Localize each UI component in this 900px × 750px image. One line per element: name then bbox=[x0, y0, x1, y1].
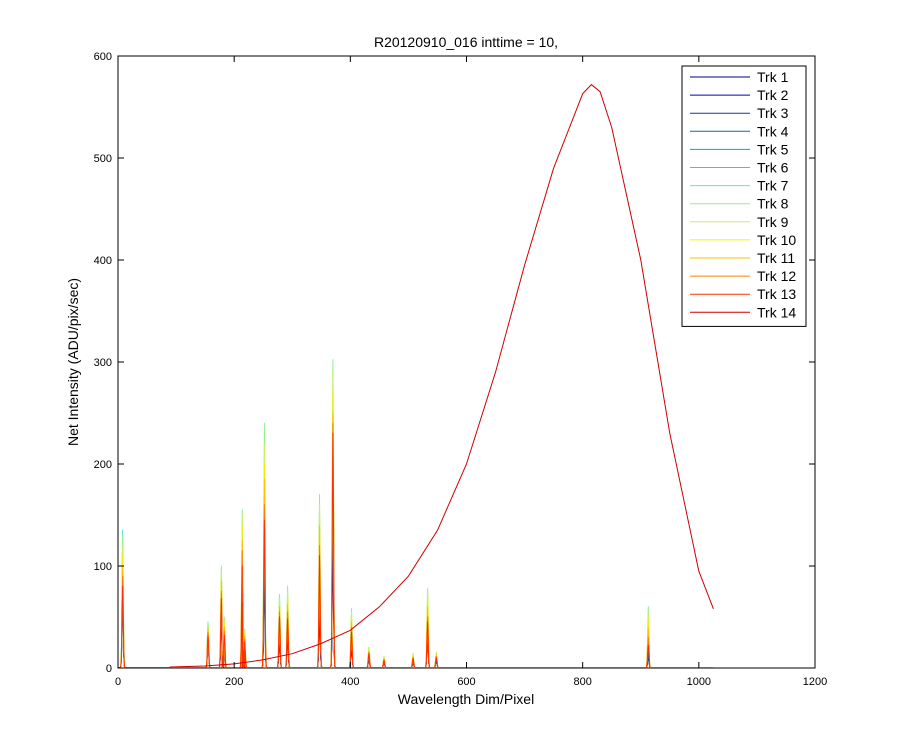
axis-ticks: 0 200 400 600 800 1000 1200 0 100 200 300 400 500 600 bbox=[94, 51, 828, 688]
x-tick-label: 400 bbox=[341, 676, 359, 688]
legend-entry: Trk 7 bbox=[757, 178, 789, 194]
series-line-trk-14 bbox=[118, 83, 714, 668]
y-tick-label: 0 bbox=[106, 663, 112, 675]
legend-entry: Trk 10 bbox=[757, 232, 796, 248]
chart-title: R20120910_016 inttime = 10, bbox=[374, 34, 558, 50]
y-tick-label: 100 bbox=[94, 561, 112, 573]
legend-box bbox=[681, 65, 807, 327]
legend-entry: Trk 12 bbox=[757, 268, 796, 284]
y-tick-label: 200 bbox=[94, 459, 112, 471]
legend-entry: Trk 4 bbox=[757, 123, 789, 139]
x-tick-label: 1000 bbox=[687, 676, 711, 688]
legend-entry: Trk 13 bbox=[757, 286, 796, 302]
y-tick-label: 300 bbox=[94, 357, 112, 369]
y-axis-label: Net Intensity (ADU/pix/sec) bbox=[65, 278, 81, 446]
legend-entry: Trk 9 bbox=[757, 214, 789, 230]
legend-entry: Trk 14 bbox=[757, 304, 796, 320]
legend-entry: Trk 8 bbox=[757, 196, 789, 212]
legend-entry: Trk 3 bbox=[757, 105, 789, 121]
legend-entry: Trk 1 bbox=[757, 69, 789, 85]
legend-entry: Trk 5 bbox=[757, 141, 789, 157]
x-tick-label: 200 bbox=[225, 676, 243, 688]
series-line-trk-13 bbox=[118, 432, 714, 668]
legend-entry: Trk 11 bbox=[757, 250, 795, 266]
x-tick-label: 600 bbox=[457, 676, 475, 688]
legend-entry: Trk 2 bbox=[757, 87, 789, 103]
x-tick-label: 1200 bbox=[803, 676, 827, 688]
legend: Trk 1 Trk 2 Trk 3 Trk 4 Trk 5 Trk 6 Trk 7 Trk 8… bbox=[681, 65, 807, 327]
x-axis-label: Wavelength Dim/Pixel bbox=[398, 691, 534, 707]
series-layer bbox=[118, 83, 714, 668]
x-tick-label: 0 bbox=[115, 676, 121, 688]
y-tick-label: 600 bbox=[94, 51, 112, 63]
x-tick-label: 800 bbox=[573, 676, 591, 688]
legend-entry: Trk 6 bbox=[757, 160, 789, 176]
y-tick-label: 400 bbox=[94, 255, 112, 267]
y-tick-label: 500 bbox=[94, 153, 112, 165]
